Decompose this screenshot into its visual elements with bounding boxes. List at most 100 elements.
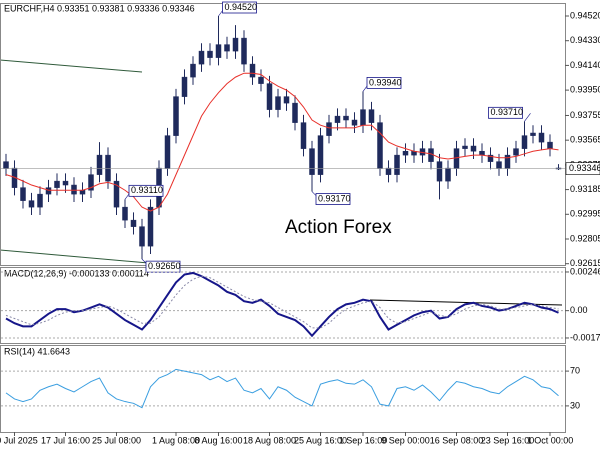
candle-body — [368, 109, 375, 123]
candle-body — [45, 187, 52, 195]
panel-frame — [0, 345, 566, 433]
y-tick-label: 0.92995 — [570, 209, 600, 219]
candle-body — [28, 200, 35, 208]
candle-body — [275, 96, 281, 110]
candle-body — [351, 119, 358, 126]
candle-body — [113, 180, 120, 208]
y-tick-label: 0.93950 — [570, 84, 600, 94]
candle-body — [479, 150, 485, 156]
candle-body — [385, 167, 392, 175]
candle-body — [54, 180, 60, 188]
trend-line — [0, 59, 143, 73]
candle-body — [283, 96, 290, 104]
candle-body — [513, 148, 519, 156]
y-tick-label: 0.93755 — [570, 110, 600, 120]
main-title: EURCHF,H4 0.93351 0.93381 0.93336 0.9334… — [4, 3, 195, 13]
y-tick-label: 0.93565 — [570, 135, 600, 145]
candle-body — [3, 161, 9, 169]
candle-body — [487, 154, 494, 162]
candle-body — [334, 115, 341, 123]
candle-body — [402, 150, 409, 156]
candle-body — [71, 184, 77, 195]
x-tick-label: 10 Jul 2025 — [0, 435, 38, 445]
candle-body — [198, 50, 205, 65]
candle-body — [462, 145, 468, 149]
annotation-label: 0.92650 — [148, 261, 181, 271]
candle-body — [96, 154, 103, 175]
annotation-label: 0.93940 — [369, 77, 402, 87]
x-tick-label: 18 Aug 08:00 — [243, 435, 296, 445]
x-tick-label: 9 Sep 00:00 — [381, 435, 430, 445]
annotation-box — [145, 260, 181, 273]
candle-body — [343, 115, 349, 121]
annotation-label: 0.93110 — [131, 185, 163, 195]
annotation-box — [488, 106, 523, 119]
y-tick-label: 0.94140 — [570, 60, 600, 70]
candle-body — [241, 37, 247, 65]
y-tick-label: 0.002463 — [570, 266, 600, 276]
y-tick-label: 0.92615 — [570, 258, 600, 268]
candle-body — [547, 141, 553, 149]
indicator-line — [5, 275, 559, 329]
x-tick-label: 16 Sep 08:00 — [430, 435, 484, 445]
candle-body — [88, 174, 94, 191]
candle-body — [20, 187, 26, 201]
annotation-box — [222, 1, 257, 14]
indicator-line — [5, 368, 559, 409]
annotation-label: 0.93170 — [318, 193, 351, 203]
candle-body — [181, 76, 188, 97]
candle-body — [521, 135, 528, 149]
x-tick-label: 1 Aug 08:00 — [152, 435, 200, 445]
x-tick-label: 1 Oct 00:00 — [527, 435, 574, 445]
y-tick-label: 30 — [570, 400, 580, 410]
candle-body — [292, 102, 298, 123]
candle-body — [326, 122, 332, 136]
annotation-box — [128, 184, 164, 197]
macd-title: MACD(12,26,9) -0.000133 0.000114 — [4, 268, 149, 278]
rsi-title: RSI(14) 41.6643 — [4, 346, 70, 356]
y-tick-label: 0.00 — [570, 305, 588, 315]
candle-body — [173, 96, 179, 136]
candle-body — [445, 167, 451, 182]
x-tick-label: 8 Aug 16:00 — [194, 435, 242, 445]
x-tick-label: 25 Aug 16:00 — [294, 435, 347, 445]
candle-body — [130, 219, 137, 227]
panel-frame — [0, 267, 566, 344]
y-tick-label: 0.94520 — [570, 10, 600, 20]
candle-body — [530, 132, 536, 136]
candle-body — [147, 206, 154, 247]
candle-body — [164, 135, 171, 169]
trend-line — [0, 249, 161, 265]
watermark: Action Forex — [285, 217, 392, 238]
x-tick-label: 25 Jul 08:00 — [92, 435, 141, 445]
annotation-box — [315, 193, 351, 205]
x-tick-label: 1 Sep 16:00 — [339, 435, 388, 445]
candle-body — [394, 154, 400, 175]
y-tick-label: 0.94330 — [570, 35, 600, 45]
y-tick-label: 0.93185 — [570, 184, 600, 194]
candle-body — [300, 122, 307, 149]
candle-body — [79, 189, 86, 195]
x-tick-label: 23 Sep 16:00 — [481, 435, 535, 445]
y-tick-label: 0.92805 — [570, 233, 600, 243]
y-tick-label: -0.00174 — [570, 332, 600, 342]
annotation-label: 0.93710 — [491, 107, 524, 117]
candle-body — [224, 44, 230, 52]
indicator-line — [5, 271, 559, 338]
candle-body — [436, 161, 443, 182]
x-tick-label: 17 Jul 16:00 — [41, 435, 90, 445]
last-price-label: 0.93346 — [569, 163, 600, 173]
candle-body — [62, 180, 69, 186]
candle-body — [232, 37, 239, 52]
candle-body — [122, 206, 128, 221]
panel-frame — [0, 3, 566, 266]
candle-body — [207, 50, 213, 58]
candle-body — [377, 122, 383, 169]
candle-body — [249, 63, 256, 78]
candle-body — [538, 132, 545, 143]
candle-body — [258, 76, 264, 84]
candle-body — [496, 161, 502, 169]
candle-body — [139, 226, 145, 247]
